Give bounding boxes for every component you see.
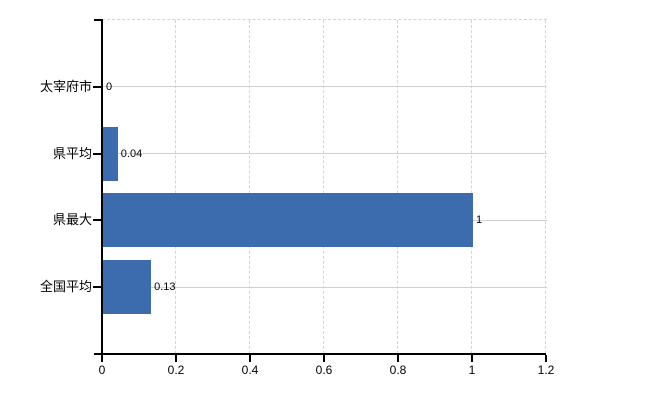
x-axis-tick [545,355,547,362]
x-axis-tick [471,355,473,362]
gridline-horizontal [102,86,547,88]
bar [103,260,151,314]
y-axis-tick [93,85,101,88]
x-tick-label: 0.2 [167,363,185,377]
y-category-label: 県平均 [52,145,92,161]
bar-value-label: 1 [476,214,483,227]
bar-value-label: 0.13 [154,281,176,294]
y-axis-top-tick [94,19,102,21]
x-tick-label: 1.2 [537,363,555,377]
gridline-vertical [175,20,176,354]
plot-top-border [102,19,547,20]
gridline-horizontal [102,286,547,288]
bar [103,127,118,181]
y-category-label: 太宰府市 [39,78,92,94]
plot-right-border [545,20,546,354]
y-category-label: 全国平均 [39,279,92,295]
x-tick-label: 0.6 [315,363,333,377]
y-axis-line [101,19,103,355]
x-axis-tick [249,355,251,362]
bar-value-label: 0 [106,80,113,93]
x-axis-line [94,353,546,355]
x-axis-tick [397,355,399,362]
x-axis-tick [323,355,325,362]
y-axis-tick [93,152,101,155]
gridline-vertical [323,20,324,354]
y-category-label: 県最大 [52,212,92,228]
gridline-vertical [397,20,398,354]
y-axis-tick [93,286,101,289]
x-tick-label: 1 [468,363,476,377]
gridline-vertical [471,20,472,354]
x-tick-label: 0.4 [241,363,259,377]
gridline-vertical [249,20,250,354]
bar [103,193,473,247]
x-axis-tick [175,355,177,362]
y-axis-tick [93,219,101,222]
x-axis-tick [101,355,103,362]
x-tick-label: 0 [98,363,106,377]
bar-value-label: 0.04 [120,147,143,160]
gridline-horizontal [102,153,547,155]
x-tick-label: 0.8 [389,363,407,377]
